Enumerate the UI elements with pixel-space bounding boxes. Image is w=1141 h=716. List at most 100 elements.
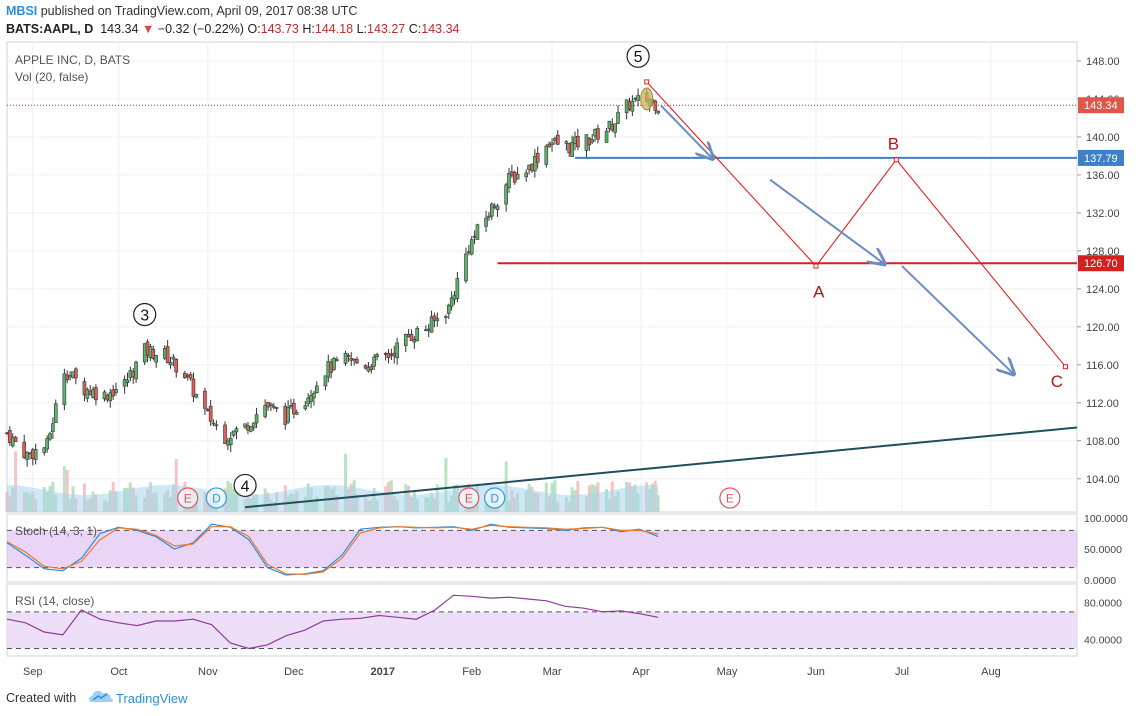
candle-body: [162, 348, 167, 359]
candle-body: [13, 436, 18, 442]
symbol-label: BATS:AAPL, D: [6, 22, 94, 36]
candle-body: [85, 389, 90, 399]
time-axis[interactable]: Sep Oct Nov Dec 2017 Feb Mar Apr May Jun Jul Aug: [23, 666, 1001, 678]
candle-body: [243, 423, 247, 428]
abc-label: B: [888, 135, 899, 154]
price-tick-label: 112.00: [1086, 398, 1119, 410]
candle-body: [555, 134, 560, 145]
down-triangle-icon: ▼: [141, 22, 155, 36]
indicator-tick-label: 80.0000: [1084, 598, 1122, 610]
publisher-line: MBSI published on TradingView.com, April…: [6, 4, 357, 18]
event-marker-label: E: [465, 492, 473, 506]
abc-label: A: [813, 283, 825, 302]
candle-body: [366, 366, 371, 372]
candle-body: [507, 173, 511, 189]
price-tick-label: 136.00: [1086, 170, 1120, 182]
candle-body: [389, 353, 394, 356]
price-tick-label: 148.00: [1086, 56, 1120, 68]
event-marker-circle: [205, 487, 228, 509]
candle-body: [530, 164, 534, 172]
candle-body: [22, 441, 27, 458]
candle-body: [593, 128, 597, 137]
abc-point: [1063, 364, 1069, 370]
event-marker-label: E: [184, 492, 192, 506]
abc-label: C: [1051, 372, 1063, 391]
candle-body: [424, 329, 428, 332]
rsi-line: [6, 594, 659, 650]
candle-body: [630, 100, 635, 112]
time-tick-label: Dec: [284, 666, 304, 678]
candle-body: [251, 422, 256, 429]
event-marker-circle: [484, 487, 506, 509]
candle-body: [191, 378, 196, 397]
price-badge: [1078, 97, 1124, 114]
candle-body: [596, 128, 600, 140]
candle-body: [355, 359, 359, 364]
candle-body: [154, 355, 158, 363]
event-marker-circle: [458, 487, 480, 509]
candle-body: [228, 438, 233, 446]
candle-body: [171, 356, 176, 360]
abc-projection-path[interactable]: [646, 81, 1066, 368]
wave-circle: [233, 473, 257, 498]
candle-body: [48, 433, 52, 440]
rsi-band: [7, 611, 1077, 649]
candle-body: [564, 141, 569, 144]
candle-body: [183, 372, 187, 379]
candle-body: [406, 333, 411, 338]
candle-body: [469, 239, 474, 255]
candle-body: [134, 361, 138, 380]
candle-body: [403, 334, 408, 346]
candle-body: [369, 366, 374, 370]
candle-body: [128, 370, 133, 379]
publisher-username[interactable]: MBSI: [6, 4, 38, 18]
candle-body: [105, 394, 110, 401]
time-tick-label: Aug: [981, 666, 1001, 678]
candle-body: [335, 359, 339, 361]
candle-body: [432, 315, 437, 321]
chart-area[interactable]: 3 4 5 A B C E D E D E APPLE INC, D, BATS Vol (20…: [0, 40, 1141, 680]
projection-arrow: [660, 104, 713, 159]
candle-body: [82, 381, 87, 396]
candle-body: [624, 99, 629, 114]
price-pane[interactable]: [6, 41, 1078, 513]
candle-body: [504, 184, 508, 205]
candle-body: [249, 426, 253, 432]
high-label: H:: [302, 22, 315, 36]
price-tick-label: 108.00: [1086, 436, 1120, 448]
candle-body: [294, 412, 299, 415]
candle-body: [274, 407, 279, 409]
candle-body: [315, 385, 319, 393]
volume-bar: [65, 470, 69, 512]
candle-body: [312, 392, 316, 399]
candle-body: [289, 405, 293, 407]
candle-body: [533, 156, 537, 172]
high-value: 144.18: [314, 22, 354, 36]
candle-body: [656, 110, 660, 114]
volume-bar: [14, 451, 18, 512]
candle-body: [122, 379, 127, 387]
candle-body: [375, 354, 379, 358]
candle-body: [392, 352, 397, 357]
candle-body: [286, 406, 290, 423]
candle-body: [263, 404, 267, 417]
low-label: L:: [356, 22, 368, 36]
top-highlight-ellipse[interactable]: [640, 87, 654, 111]
candle-body: [188, 374, 193, 379]
candle-body: [203, 390, 207, 409]
candle-body: [71, 371, 75, 378]
candle-body: [68, 375, 72, 378]
tradingview-cloud-icon[interactable]: [88, 688, 114, 706]
trendline[interactable]: [245, 426, 1078, 509]
candle-body: [467, 251, 471, 254]
indicator-tick-label: 50.0000: [1084, 544, 1122, 556]
price-badge-label: 126.70: [1084, 258, 1118, 270]
candle-body: [346, 355, 351, 358]
projection-arrow: [769, 178, 885, 265]
volume-bar: [343, 453, 347, 512]
candle-body: [151, 348, 156, 359]
candle-body: [65, 374, 70, 381]
wave-circle: [133, 302, 157, 327]
candle-body: [464, 253, 468, 282]
tradingview-link[interactable]: TradingView: [116, 691, 188, 706]
